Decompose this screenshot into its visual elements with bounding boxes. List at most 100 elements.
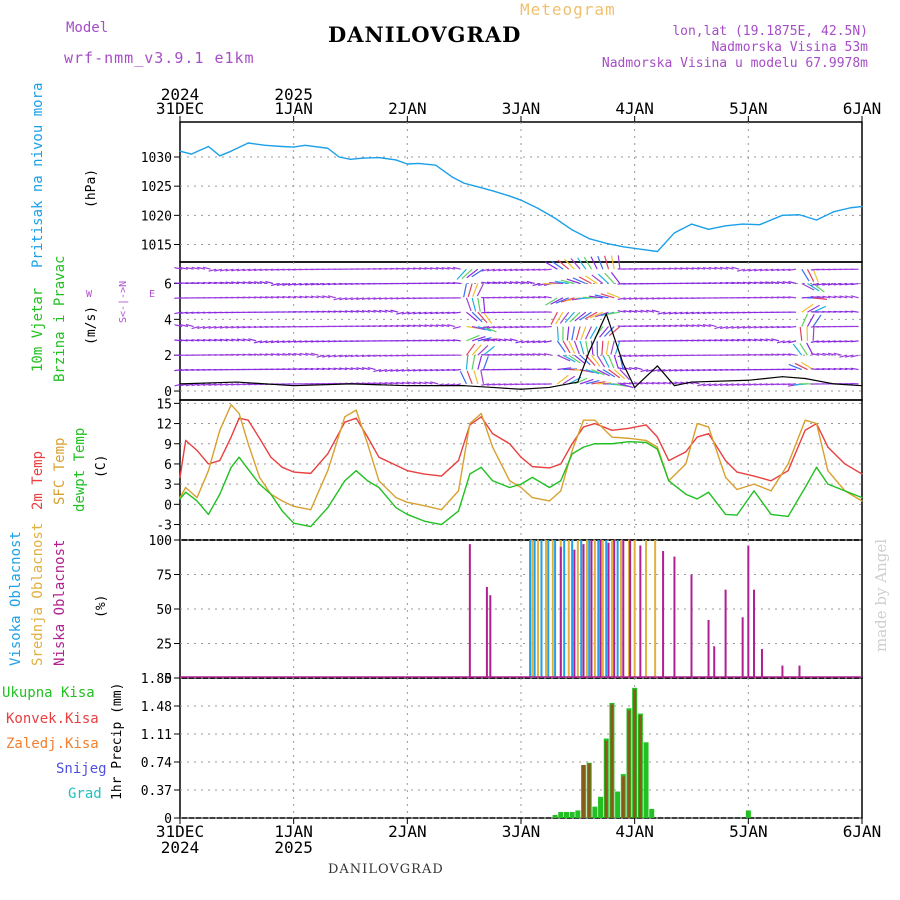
wind-arrow — [812, 314, 822, 327]
wind-arrow — [191, 339, 200, 342]
wind-arrow — [765, 281, 774, 285]
wind-arrow — [651, 297, 660, 300]
temp-line-1-point — [258, 476, 261, 479]
wind-arrow — [503, 325, 513, 329]
temp-line-0-point — [827, 446, 829, 448]
wind-arrow — [605, 340, 610, 355]
wind-arrow — [265, 268, 274, 271]
temp-line-2-point — [844, 490, 846, 492]
temp-line-2-point — [861, 496, 863, 499]
wind-arrow — [646, 309, 655, 313]
wind-arrow — [617, 382, 626, 385]
temp-line-1-point — [753, 483, 755, 485]
wind-arrow — [816, 352, 825, 356]
wind-arrow — [833, 340, 842, 343]
temp-line-0-point — [560, 463, 562, 465]
wind-arrow — [765, 338, 774, 342]
wind-arrow — [714, 339, 723, 342]
wind-arrow — [812, 268, 819, 283]
wind-arrow — [384, 381, 393, 385]
wind-arrow — [538, 296, 547, 299]
wind-arrow — [617, 255, 621, 270]
temp-line-0-point — [230, 436, 232, 438]
footer-station: DANILOVGRAD — [328, 862, 444, 877]
wind-speed-line-point — [349, 383, 352, 385]
wind-arrow — [424, 267, 433, 270]
wind-arrow — [748, 383, 757, 386]
wind-arrow — [657, 381, 666, 385]
wind-arrow — [801, 268, 810, 282]
pressure-line-point — [707, 228, 710, 230]
wind-arrow — [242, 383, 251, 386]
temp-line-0-point — [258, 437, 261, 439]
wind-arrow — [543, 353, 552, 356]
cloud-bar — [567, 540, 570, 678]
wind-arrow — [361, 309, 370, 313]
wind-arrow — [390, 309, 399, 313]
wind-arrow — [486, 383, 495, 386]
wind-arrow — [657, 267, 666, 270]
wind-arrow — [242, 353, 251, 356]
wind-arrow — [557, 374, 569, 385]
wind-arrow — [361, 354, 370, 358]
wind-arrow — [591, 368, 605, 376]
wind-arrow — [579, 311, 592, 321]
temp-ytick-label: -3 — [156, 519, 172, 534]
wind-arrow — [287, 368, 296, 371]
wind-arrow — [412, 324, 422, 328]
wind-arrow — [603, 326, 615, 337]
wind-arrow — [322, 282, 331, 286]
wind-arrow — [776, 325, 785, 329]
wind-arrow — [270, 353, 279, 356]
precip-bar — [558, 811, 564, 818]
wind-arrow — [498, 325, 507, 329]
wind-arrow — [503, 268, 513, 272]
cloud-ytick-label: 0 — [164, 672, 172, 687]
temp-ytick-label: 9 — [164, 438, 172, 453]
wind-arrow — [731, 266, 740, 270]
wind-arrow — [605, 311, 620, 316]
temp-line-2-point — [258, 483, 261, 485]
temp-line-1-point — [355, 409, 357, 411]
temp-line-2-point — [548, 486, 551, 489]
pressure-line-point — [349, 158, 352, 160]
temp-line-1-point — [827, 470, 829, 472]
wind-arrow — [742, 268, 751, 272]
temp-line-2-point — [770, 513, 772, 516]
wind-arrow — [452, 266, 461, 270]
temp-line-0-point — [611, 429, 613, 431]
wind-arrow — [265, 353, 274, 356]
cloud-bar — [576, 540, 579, 678]
wind-arrow — [521, 340, 530, 344]
wind-arrow — [555, 311, 564, 325]
wind-arrow — [617, 310, 626, 313]
temp-line-2-point — [725, 513, 727, 516]
wind-arrow — [794, 362, 808, 371]
wind-arrow — [174, 311, 183, 315]
wind-arrow — [214, 325, 223, 329]
cloud-bar — [629, 540, 632, 678]
wind-arrow — [367, 366, 376, 371]
wind-arrow — [299, 352, 308, 356]
wind-arrow — [574, 354, 586, 365]
pressure-line-point — [509, 195, 511, 197]
wind-arrow — [623, 382, 632, 385]
wind-arrow — [424, 311, 433, 315]
wind-arrow — [782, 281, 791, 285]
wind-arrow — [401, 368, 410, 372]
wind-arrow — [390, 381, 399, 385]
temp-line-2-point — [247, 468, 249, 470]
pressure-line-point — [281, 145, 283, 148]
cloud-bar — [798, 665, 801, 678]
wind-arrow — [248, 338, 257, 342]
wind-speed-line-point — [406, 385, 408, 387]
wind-arrow — [471, 336, 486, 342]
wind-arrow — [447, 266, 456, 270]
wind-arrow — [467, 283, 473, 298]
wind-speed-line — [179, 313, 863, 390]
wind-arrow — [714, 325, 723, 330]
temp-line-1-point — [378, 480, 380, 482]
precip-ytick-label: 1.48 — [141, 700, 172, 715]
pressure-line-point — [378, 156, 380, 159]
wind-arrow — [590, 354, 601, 367]
